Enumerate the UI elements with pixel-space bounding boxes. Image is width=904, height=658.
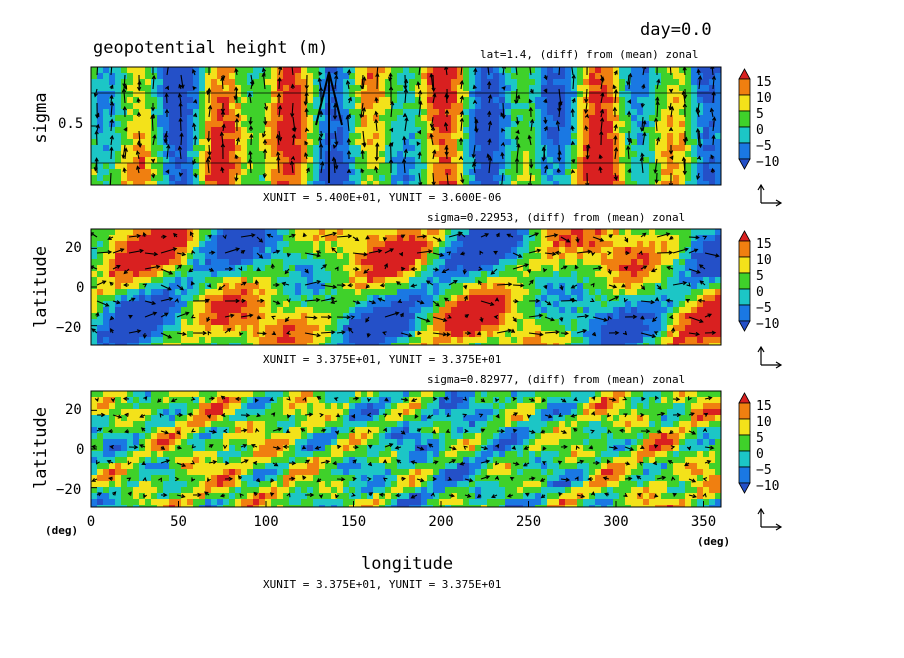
x-tick-label: 250: [516, 514, 541, 530]
panel-2-reference-vector: [758, 347, 781, 368]
colorbar-level-label: 0: [756, 123, 764, 138]
panel3-ylabel: latitude: [31, 398, 51, 498]
x-tick-label: 50: [170, 514, 187, 530]
colorbar-level-label: 5: [756, 431, 764, 446]
colorbar-top-triangle: [739, 231, 750, 241]
panel-3-reference-vector: [758, 509, 781, 530]
panel3-ytick-neg20: −20: [56, 482, 81, 498]
panel3-ytick-0: 0: [76, 442, 84, 458]
colorbar-level-label: 15: [756, 237, 772, 252]
colorbar-bottom-triangle: [739, 159, 750, 169]
panel3-y-unit-label: (deg): [45, 524, 78, 537]
colorbar-segment: [739, 403, 750, 419]
colorbar-level-label: 10: [756, 253, 772, 268]
panel1-ytick: 0.5: [58, 116, 83, 132]
colorbar-level-label: 10: [756, 415, 772, 430]
x-tick-label: 200: [428, 514, 453, 530]
colorbar-segment: [739, 419, 750, 435]
x-tick-label: 300: [603, 514, 628, 530]
panel2-title: sigma=0.22953, (diff) from (mean) zonal: [427, 211, 685, 224]
colorbar-segment: [739, 435, 750, 451]
colorbar-segment: [739, 111, 750, 127]
colorbar-level-label: 15: [756, 75, 772, 90]
colorbar-level-label: −10: [756, 317, 779, 332]
colorbar-segment: [739, 273, 750, 289]
colorbar-segment: [739, 127, 750, 143]
panel3-title: sigma=0.82977, (diff) from (mean) zonal: [427, 373, 685, 386]
colorbar-level-label: −5: [756, 463, 772, 478]
colorbar-level-label: −5: [756, 139, 772, 154]
colorbar-segment: [739, 305, 750, 321]
colorbar-segment: [739, 241, 750, 257]
colorbar-level-label: −5: [756, 301, 772, 316]
colorbar-top-triangle: [739, 393, 750, 403]
panel-1-shading: [91, 67, 722, 188]
panel1-unit-note: XUNIT = 5.400E+01, YUNIT = 3.600E-06: [263, 191, 501, 204]
x-tick-label: 150: [341, 514, 366, 530]
panel2-unit-note: XUNIT = 3.375E+01, YUNIT = 3.375E+01: [263, 353, 501, 366]
panel2-ytick-20: 20: [65, 240, 82, 256]
colorbar-bottom-triangle: [739, 321, 750, 331]
main-title: geopotential height (m): [93, 38, 328, 58]
colorbar-level-label: 0: [756, 447, 764, 462]
colorbar-segment: [739, 467, 750, 483]
x-tick-label: 350: [691, 514, 716, 530]
panel2-ytick-neg20: −20: [56, 320, 81, 336]
colorbar-segment: [739, 451, 750, 467]
panel3-unit-note: XUNIT = 3.375E+01, YUNIT = 3.375E+01: [263, 578, 501, 591]
panel3-x-unit-label: (deg): [697, 535, 730, 548]
colorbar-level-label: 15: [756, 399, 772, 414]
colorbar-top-triangle: [739, 69, 750, 79]
day-label: day=0.0: [640, 20, 712, 40]
panel2-ytick-0: 0: [76, 280, 84, 296]
colorbar-segment: [739, 143, 750, 159]
colorbar-level-label: −10: [756, 155, 779, 170]
x-tick-label: 100: [253, 514, 278, 530]
colorbar-segment: [739, 95, 750, 111]
colorbar-level-label: 5: [756, 107, 764, 122]
panel-1-reference-vector: [758, 185, 781, 206]
panel3-ytick-20: 20: [65, 402, 82, 418]
panel1-title: lat=1.4, (diff) from (mean) zonal: [480, 48, 699, 61]
panel1-ylabel: sigma: [31, 83, 51, 153]
colorbar-bottom-triangle: [739, 483, 750, 493]
panel-3-shading: [91, 391, 722, 512]
colorbar-level-label: 0: [756, 285, 764, 300]
colorbar-level-label: 10: [756, 91, 772, 106]
colorbar-level-label: 5: [756, 269, 764, 284]
x-tick-label: 0: [87, 514, 95, 530]
panel2-ylabel: latitude: [31, 237, 51, 337]
colorbar-segment: [739, 79, 750, 95]
colorbar-segment: [739, 257, 750, 273]
panel-2-shading: [91, 229, 722, 350]
panel3-xlabel: longitude: [361, 554, 453, 574]
colorbar-segment: [739, 289, 750, 305]
colorbar-level-label: −10: [756, 479, 779, 494]
